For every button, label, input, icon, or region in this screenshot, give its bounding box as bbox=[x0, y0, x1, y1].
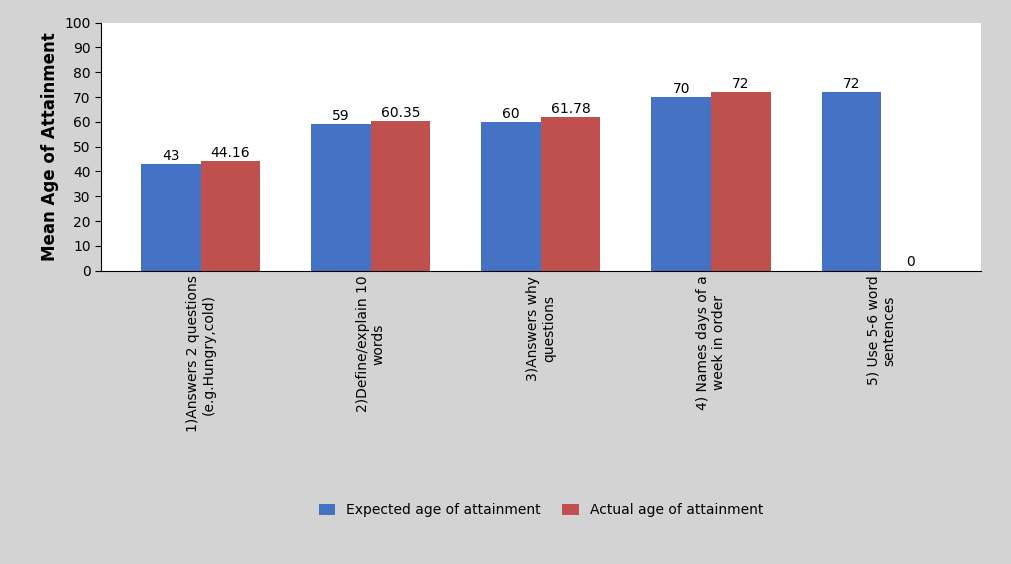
Bar bbox=[481, 122, 541, 271]
Text: 72: 72 bbox=[732, 77, 749, 91]
Bar bbox=[142, 164, 200, 271]
Text: 0: 0 bbox=[907, 255, 915, 270]
Legend: Expected age of attainment, Actual age of attainment: Expected age of attainment, Actual age o… bbox=[311, 496, 770, 525]
Text: 60: 60 bbox=[502, 107, 520, 121]
Text: 61.78: 61.78 bbox=[551, 102, 590, 116]
Text: 60.35: 60.35 bbox=[381, 105, 421, 120]
Bar bbox=[541, 117, 601, 271]
Y-axis label: Mean Age of Attainment: Mean Age of Attainment bbox=[40, 32, 59, 261]
Text: 59: 59 bbox=[333, 109, 350, 123]
Bar bbox=[200, 161, 260, 271]
Text: 43: 43 bbox=[162, 149, 180, 163]
Text: 44.16: 44.16 bbox=[210, 146, 250, 160]
Bar bbox=[711, 92, 770, 271]
Text: 70: 70 bbox=[672, 82, 690, 96]
Bar bbox=[311, 124, 371, 271]
Bar bbox=[371, 121, 431, 271]
Text: 72: 72 bbox=[842, 77, 860, 91]
Bar bbox=[822, 92, 882, 271]
Bar bbox=[651, 97, 711, 271]
